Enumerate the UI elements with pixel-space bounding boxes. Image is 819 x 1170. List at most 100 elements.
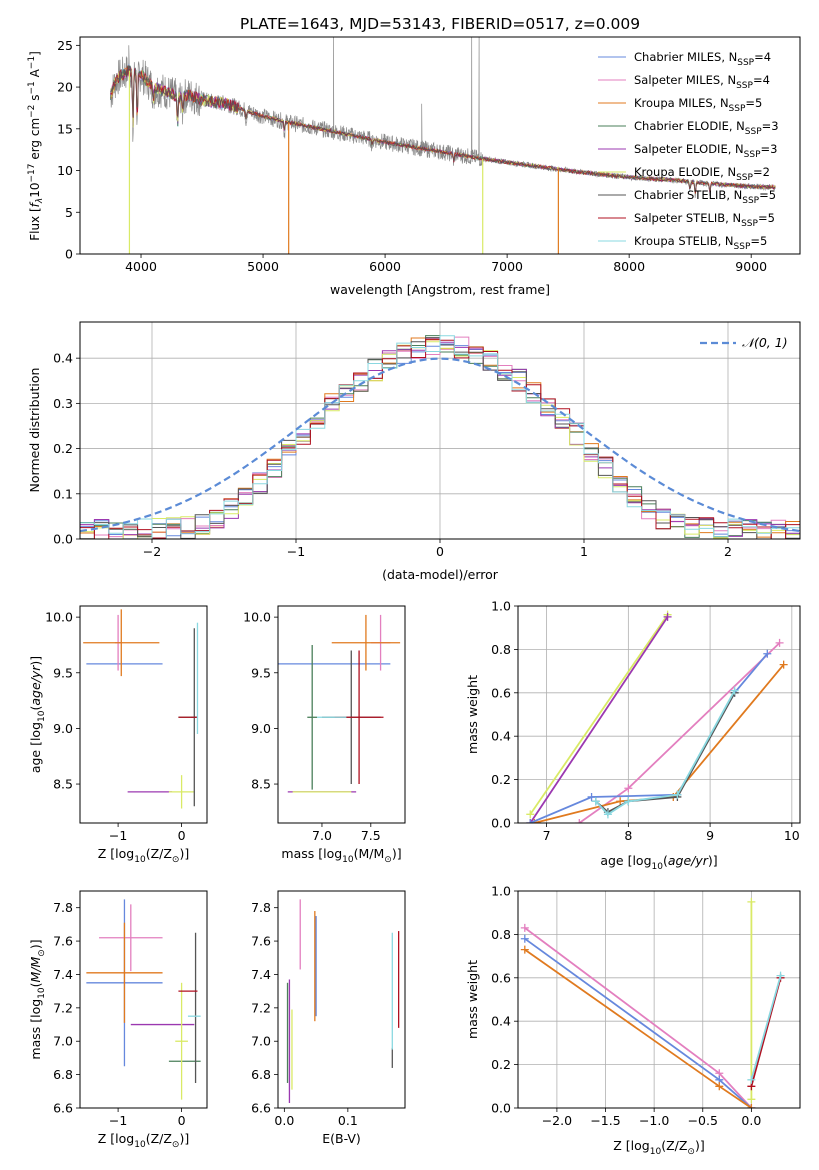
plot-area — [278, 614, 401, 793]
weight-line-kroupa_miles — [524, 948, 752, 1108]
y-tick-label: 0.2 — [53, 441, 73, 456]
x-tick-label: 1 — [580, 544, 588, 559]
weight-marker-kroupa_miles — [779, 660, 788, 669]
legend-entry: Salpeter ELODIE, NSSP=3 — [634, 142, 777, 160]
weight-line-salpeter_elodie — [529, 616, 669, 823]
legend-entry: Kroupa STELIB, NSSP=5 — [634, 234, 767, 252]
y-tick-label: 6.8 — [53, 1067, 73, 1082]
x-tick-label: −1 — [287, 544, 305, 559]
plot-area — [83, 609, 199, 809]
spectrum-legend: Chabrier MILES, NSSP=4 Salpeter MILES, NS… — [598, 50, 779, 252]
weight-marker-salpeter_miles — [520, 923, 529, 932]
weight-marker-kroupa_stelib — [603, 810, 612, 819]
axes-frame — [79, 36, 801, 255]
weight-marker-chabrier_miles — [526, 819, 535, 823]
weight-marker-kroupa_miles — [520, 945, 529, 954]
weight-line-chabrier_miles — [524, 937, 752, 1108]
age-vs-metallicity-panel: −1 0 8.5 9.0 9.5 10.0 Z [log10(Z/Z⊙)] age [log1… — [28, 605, 208, 865]
y-tick-label: 10.0 — [45, 610, 73, 625]
mass-vs-extinction-panel: 0.0 0.1 6.6 6.8 7.0 7.2 7.4 7.6 7.8 E(B-V) — [251, 890, 406, 1146]
x-tick-label: 0 — [178, 828, 186, 843]
y-tick-label: 7.6 — [53, 934, 73, 949]
axes-frame — [277, 890, 406, 1109]
residuals-panel: −2 −1 0 1 2 0.0 0.1 0.2 0.3 0.4 𝒩(0, 1) (data-model… — [27, 321, 801, 582]
x-tick-label: 5000 — [247, 259, 279, 274]
x-tick-label: 9 — [706, 828, 714, 843]
y-tick-label: 8.5 — [53, 777, 73, 792]
x-tick-label: 4000 — [125, 259, 157, 274]
y-tick-label: 20 — [57, 80, 73, 95]
axes-decoration: −1 0 6.6 6.8 7.0 7.2 7.4 7.6 7.8 Z [log10(Z/Z⊙)] m… — [28, 890, 208, 1150]
y-tick-label: 6.6 — [53, 1101, 73, 1116]
y-tick-label: 0.1 — [53, 486, 73, 501]
y-tick-label: 7.8 — [251, 900, 271, 915]
weight-line-kroupa_stelib — [750, 975, 782, 1081]
weight-line-chabrier_miles — [529, 653, 768, 823]
x-tick-label: 0.0 — [274, 1113, 294, 1128]
x-tick-label: −1.5 — [590, 1113, 620, 1128]
y-tick-label: 15 — [57, 121, 73, 136]
axes-frame — [79, 890, 208, 1109]
x-tick-label: 7.5 — [361, 828, 381, 843]
weight-marker-chabrier_miles — [587, 792, 596, 801]
x-tick-label: 0 — [436, 544, 444, 559]
x-tick-label: 7.0 — [312, 828, 332, 843]
x-tick-label: −2 — [143, 544, 161, 559]
y-tick-label: 7.4 — [53, 967, 73, 982]
y-tick-label: 0.2 — [491, 1057, 511, 1072]
y-axis-label: mass weight — [465, 675, 480, 754]
y-axis-label: mass [log10(M/M⊙)] — [28, 939, 47, 1059]
weight-marker-kroupa_stelib — [747, 1075, 756, 1084]
y-axis-label: Flux [fλ10−17 erg cm−2 s−1 A−1] — [27, 51, 45, 241]
normal-distribution-curve — [80, 357, 800, 533]
weight-marker-chabrier_miles — [763, 649, 772, 658]
x-tick-label: 9000 — [735, 259, 767, 274]
y-tick-label: 25 — [57, 38, 73, 53]
y-tick-label: 7.4 — [251, 967, 271, 982]
y-tick-label: 5 — [65, 205, 73, 220]
weight-marker-kroupa_elodie — [747, 1095, 756, 1104]
legend-entry: 𝒩(0, 1) — [742, 335, 788, 350]
y-tick-label: 1.0 — [491, 884, 511, 899]
weight-marker-salpeter_miles — [575, 819, 584, 823]
x-axis-label: E(B-V) — [322, 1131, 361, 1146]
axes-frame — [517, 605, 801, 824]
x-axis-label: age [log10(age/yr)] — [600, 853, 717, 872]
y-tick-label: 6.6 — [251, 1101, 271, 1116]
x-tick-label: 2 — [724, 544, 732, 559]
x-tick-label: −1 — [109, 1113, 127, 1128]
weight-line-kroupa_elodie — [529, 614, 669, 815]
x-tick-label: 7 — [543, 828, 551, 843]
x-axis-label: Z [log10(Z/Z⊙)] — [613, 1138, 704, 1157]
figure-title: PLATE=1643, MJD=53143, FIBERID=0517, z=0… — [240, 15, 640, 33]
y-tick-label: 7.2 — [251, 1000, 271, 1015]
y-tick-label: 0.8 — [491, 642, 511, 657]
x-tick-label: −1.0 — [639, 1113, 669, 1128]
x-tick-label: −1 — [109, 828, 127, 843]
axes-decoration: 7.0 7.5 8.5 9.0 9.5 10.0 mass [log10(M/M⊙)] — [243, 605, 406, 865]
y-tick-label: 0.6 — [491, 970, 511, 985]
y-tick-label: 9.5 — [251, 665, 271, 680]
weight-marker-chabrier_miles — [520, 934, 529, 943]
y-tick-label: 0.0 — [491, 1101, 511, 1116]
y-tick-label: 0.0 — [53, 532, 73, 547]
weight-marker-kroupa_miles — [715, 1082, 724, 1091]
axes-frame — [277, 605, 406, 824]
x-axis-label: wavelength [Angstrom, rest frame] — [330, 282, 550, 297]
axes-decoration: 0.0 0.1 6.6 6.8 7.0 7.2 7.4 7.6 7.8 E(B-V) — [251, 890, 406, 1146]
y-tick-label: 7.8 — [53, 900, 73, 915]
weight-marker-kroupa_stelib — [730, 686, 739, 695]
y-tick-label: 0.2 — [491, 772, 511, 787]
y-tick-label: 1.0 — [491, 599, 511, 614]
axes-decoration: 4000 5000 6000 7000 8000 9000 0 5 10 15 20 25 Chabri… — [27, 36, 801, 297]
plot-area — [80, 335, 800, 539]
y-tick-label: 0 — [65, 247, 73, 262]
plot-area — [86, 899, 201, 1100]
legend-entry: Chabrier MILES, NSSP=4 — [634, 50, 771, 68]
x-tick-label: 6000 — [369, 259, 401, 274]
axes-decoration: −2 −1 0 1 2 0.0 0.1 0.2 0.3 0.4 𝒩(0, 1) (data-model… — [27, 321, 801, 582]
y-tick-label: 9.0 — [251, 721, 271, 736]
weight-line-salpeter_miles — [524, 927, 753, 1108]
x-axis-label: (data-model)/error — [382, 567, 499, 582]
